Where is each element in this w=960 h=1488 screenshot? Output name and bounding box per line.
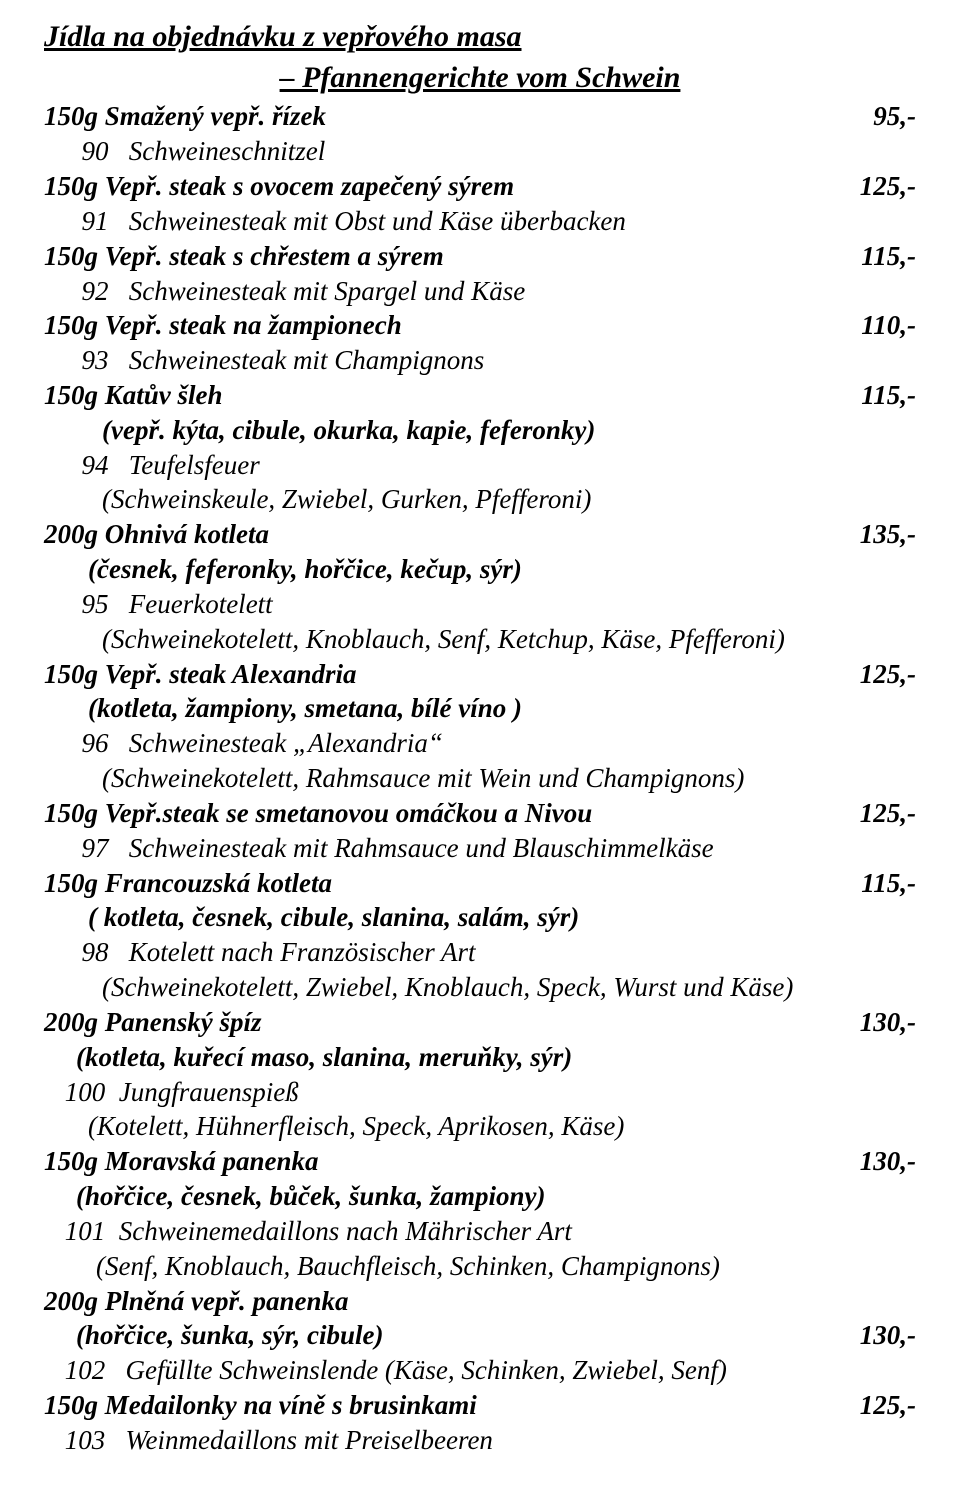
menu-item-desc: (česnek, feferonky, hořčice, kečup, sýr) <box>44 552 916 587</box>
menu-item-price: 115,- <box>841 378 916 413</box>
menu-item-translation: 92 Schweinesteak mit Spargel und Käse <box>44 274 916 309</box>
menu-item-desc: (kotleta, kuřecí maso, slanina, meruňky,… <box>44 1040 916 1075</box>
menu-item-price: 130,- <box>840 1005 916 1040</box>
menu-item-translation: 97 Schweinesteak mit Rahmsauce und Blaus… <box>44 831 916 866</box>
menu-item-name: 200g Ohnivá kotleta <box>44 517 840 552</box>
menu-item-name: 150g Francouzská kotleta <box>44 866 841 901</box>
menu-item-price: 125,- <box>840 1388 916 1423</box>
menu-item-name: 200g Panenský špíz <box>44 1005 840 1040</box>
menu-item-desc: ( kotleta, česnek, cibule, slanina, salá… <box>44 900 916 935</box>
menu-item-translation: 100 Jungfrauenspieß <box>44 1075 916 1110</box>
menu-item-name: 150g Moravská panenka <box>44 1144 840 1179</box>
menu-item-translation-desc: (Schweinekotelett, Zwiebel, Knoblauch, S… <box>44 970 916 1005</box>
menu-item-name: 200g Plněná vepř. panenka <box>44 1284 916 1319</box>
menu-item-name: 150g Vepř. steak s ovocem zapečený sýrem <box>44 169 840 204</box>
menu-item-translation-desc: (Schweinskeule, Zwiebel, Gurken, Pfeffer… <box>44 482 916 517</box>
menu-item-translation: 94 Teufelsfeuer <box>44 448 916 483</box>
menu-item-translation: 91 Schweinesteak mit Obst und Käse überb… <box>44 204 916 239</box>
menu-item-translation-desc: (Kotelett, Hühnerfleisch, Speck, Aprikos… <box>44 1109 916 1144</box>
menu-item-name: 150g Katův šleh <box>44 378 841 413</box>
menu-item-price: 95,- <box>853 99 916 134</box>
menu-item-name: 150g Vepř. steak na žampionech <box>44 308 841 343</box>
menu-item-translation-desc: (Schweinekotelett, Knoblauch, Senf, Ketc… <box>44 622 916 657</box>
menu-item-price: 125,- <box>840 169 916 204</box>
menu-item-price: 135,- <box>840 517 916 552</box>
menu-item-price: 130,- <box>840 1318 916 1353</box>
menu-item-translation: 95 Feuerkotelett <box>44 587 916 622</box>
menu-item-price: 115,- <box>841 866 916 901</box>
menu-item-translation: 103 Weinmedaillons mit Preiselbeeren <box>44 1423 916 1458</box>
menu-item-name: 150g Vepř.steak se smetanovou omáčkou a … <box>44 796 840 831</box>
menu-item-translation: 101 Schweinemedaillons nach Mährischer A… <box>44 1214 916 1249</box>
menu-item-translation: 98 Kotelett nach Französischer Art <box>44 935 916 970</box>
menu-item-translation: 96 Schweinesteak „Alexandria“ <box>44 726 916 761</box>
menu-item-desc: (vepř. kýta, cibule, okurka, kapie, fefe… <box>44 413 916 448</box>
menu-item-desc: (kotleta, žampiony, smetana, bílé víno ) <box>44 691 916 726</box>
menu-item-price: 125,- <box>840 796 916 831</box>
menu-item-desc: (hořčice, šunka, sýr, cibule) <box>44 1318 840 1353</box>
menu-item-price: 130,- <box>840 1144 916 1179</box>
menu-item-translation: 93 Schweinesteak mit Champignons <box>44 343 916 378</box>
menu-item-price: 115,- <box>841 239 916 274</box>
menu-item-desc: (hořčice, česnek, bůček, šunka, žampiony… <box>44 1179 916 1214</box>
menu-item-name: 150g Vepř. steak s chřestem a sýrem <box>44 239 841 274</box>
menu-item-translation: 90 Schweineschnitzel <box>44 134 916 169</box>
menu-item-name: 150g Smažený vepř. řízek <box>44 99 853 134</box>
section-title-main: Jídla na objednávku z vepřového masa <box>44 18 916 57</box>
menu-item-price: 125,- <box>840 657 916 692</box>
menu-item-translation: 102 Gefüllte Schweinslende (Käse, Schink… <box>44 1353 916 1388</box>
menu-item-price: 110,- <box>841 308 916 343</box>
menu-item-translation-desc: (Schweinekotelett, Rahmsauce mit Wein un… <box>44 761 916 796</box>
section-title-sub: – Pfannengerichte vom Schwein <box>44 59 916 98</box>
menu-item-translation-desc: (Senf, Knoblauch, Bauchfleisch, Schinken… <box>44 1249 916 1284</box>
menu-item-name: 150g Vepř. steak Alexandria <box>44 657 840 692</box>
menu-item-name: 150g Medailonky na víně s brusinkami <box>44 1388 840 1423</box>
